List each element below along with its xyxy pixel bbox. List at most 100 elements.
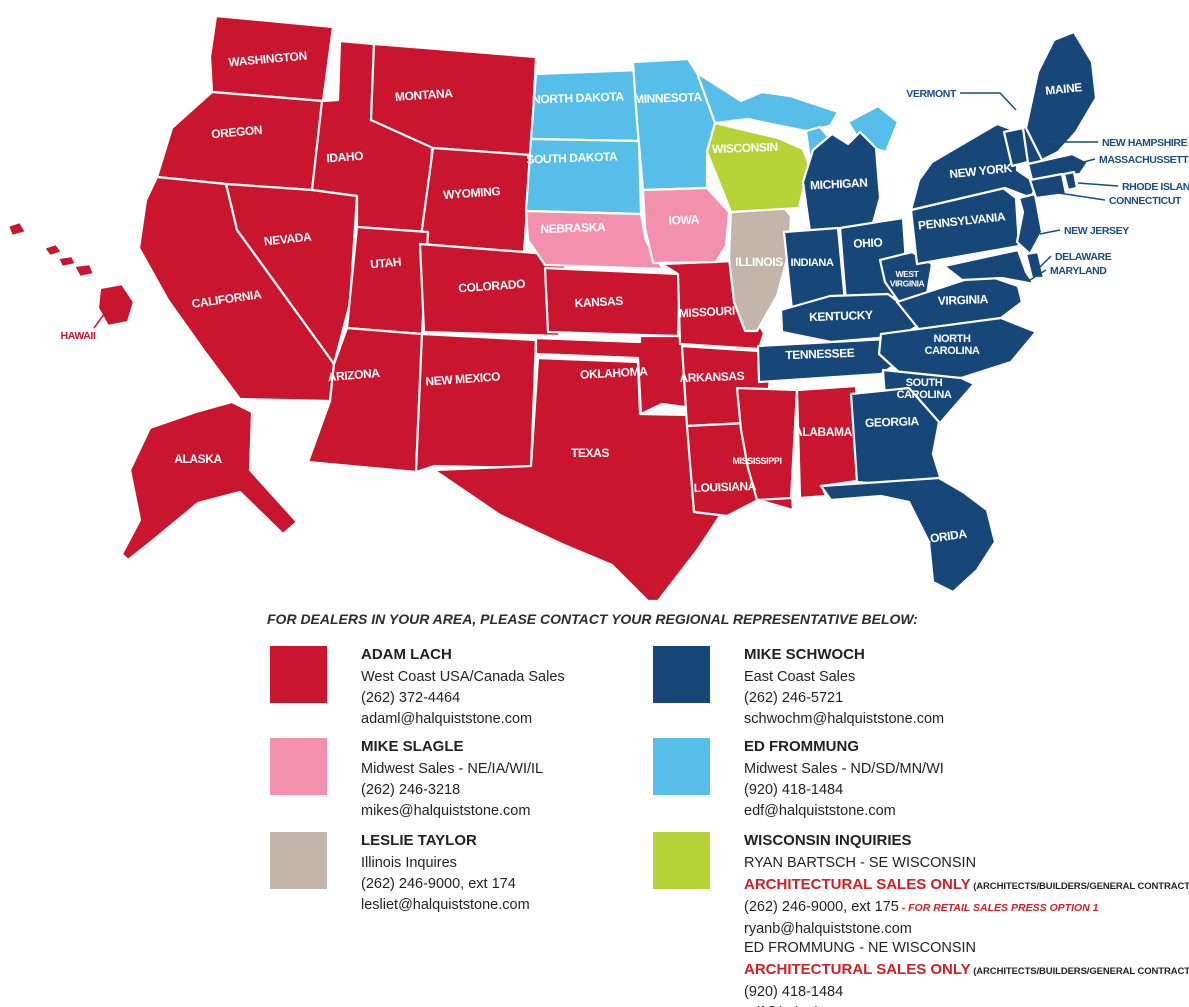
state-label-michigan: MICHIGAN [810, 176, 868, 193]
rep-line-adam-lach-1: (262) 372-4464 [361, 688, 565, 709]
text-segment: West Coast USA/Canada Sales [361, 669, 565, 685]
state-oregon [155, 90, 325, 192]
text-segment: (ARCHITECTS/BUILDERS/GENERAL CONTRACTORS… [970, 881, 1189, 892]
state-label-nebraska: NEBRASKA [540, 220, 606, 236]
rep-line-mike-schwoch-1: (262) 246-5721 [744, 688, 944, 709]
state-label-maine: MAINE [1045, 80, 1083, 98]
state-hawaii-island-2 [42, 242, 64, 258]
rep-line-wisconsin-inquiries-2: (262) 246-9000, ext 175 - FOR RETAIL SAL… [744, 897, 1189, 919]
legend-swatch-leslie-taylor [270, 832, 327, 889]
rep-line-leslie-taylor-2: lesliet@halquiststone.com [361, 895, 530, 916]
rep-line-leslie-taylor-1: (262) 246-9000, ext 174 [361, 874, 530, 895]
text-segment: (262) 246-9000, ext 174 [361, 876, 516, 892]
email-link-wisconsin-inquiries[interactable]: ryanb@halquiststone.com [744, 921, 912, 937]
rep-line-mike-slagle-1: (262) 246-3218 [361, 780, 543, 801]
callout-label-massachussetts: MASSACHUSSETTS [1099, 154, 1189, 166]
state-new-mexico [414, 332, 538, 474]
state-label-nevada: NEVADA [263, 230, 312, 249]
state-florida [819, 476, 997, 594]
rep-details-ed-frommung: ED FROMMUNG Midwest Sales - ND/SD/MN/WI (9… [744, 738, 944, 822]
rep-details-mike-slagle: MIKE SLAGLE Midwest Sales - NE/IA/WI/IL (2… [361, 738, 543, 822]
callout-line-connecticut [1051, 191, 1106, 201]
rep-line-ed-frommung-0: Midwest Sales - ND/SD/MN/WI [744, 759, 944, 780]
rep-line-ed-frommung-2: edf@halquiststone.com [744, 801, 944, 822]
rep-wisconsin-inquiries: WISCONSIN INQUIRIES RYAN BARTSCH - SE WIS… [653, 832, 1189, 940]
state-label-west-virginia: WEST VIRGINIA [890, 269, 925, 289]
callout-line-delaware [1039, 255, 1052, 268]
callout-label-delaware: DELAWARE [1055, 251, 1112, 263]
text-segment: (262) 246-5721 [744, 690, 844, 706]
state-label-oklahoma: OKLAHOMA [580, 364, 649, 382]
text-segment: Midwest Sales - ND/SD/MN/WI [744, 761, 944, 777]
rep-line-adam-lach-0: West Coast USA/Canada Sales [361, 667, 565, 688]
rep-ed-frommung: ED FROMMUNG Midwest Sales - ND/SD/MN/WI (9… [653, 738, 944, 822]
callout-label-hawaii: HAWAII [61, 330, 96, 342]
rep-line-wisconsin-inquiries-1: ARCHITECTURAL SALES ONLY (ARCHITECTS/BUI… [744, 874, 1189, 897]
state-label-missouri: MISSOURI [678, 304, 735, 321]
state-hawaii-island-1 [6, 220, 28, 238]
rep-details-wisconsin-inquiries: WISCONSIN INQUIRIES RYAN BARTSCH - SE WIS… [744, 832, 1189, 940]
rep-line-ed-frommung-ne-wisconsin-2: (920) 418-1484 [744, 982, 1189, 1003]
rep-mike-slagle: MIKE SLAGLE Midwest Sales - NE/IA/WI/IL (2… [270, 738, 543, 822]
rep-line-ed-frommung-ne-wisconsin-1: ARCHITECTURAL SALES ONLY (ARCHITECTS/BUI… [744, 959, 1189, 982]
email-link-mike-slagle[interactable]: mikes@halquiststone.com [361, 803, 531, 819]
state-rhode-island [1062, 170, 1079, 192]
state-maryland [942, 248, 1036, 286]
legend-swatch-wisconsin-inquiries [653, 832, 710, 889]
state-label-montana: MONTANA [394, 86, 453, 104]
state-label-new-york: NEW YORK [949, 161, 1013, 182]
text-segment: ED FROMMUNG - NE WISCONSIN [744, 940, 976, 956]
legend-swatch-ed-frommung [653, 738, 710, 795]
state-delaware [1024, 250, 1046, 280]
rep-name-leslie-taylor: LESLIE TAYLOR [361, 832, 477, 849]
text-segment: (262) 246-9000, ext 175 [744, 899, 899, 915]
state-iowa [641, 186, 731, 265]
us-sales-territory-map: WASHINGTON OREGON IDAHO MONTANA WYOMING NEVAD… [6, 14, 1189, 603]
state-label-mississippi: MISSISSIPPI [732, 456, 781, 466]
state-label-minnesota: MINNESOTA [634, 90, 703, 106]
state-label-utah: UTAH [370, 255, 402, 272]
email-link-ed-frommung[interactable]: edf@halquiststone.com [744, 803, 896, 819]
text-segment: East Coast Sales [744, 669, 856, 685]
state-label-wyoming: WYOMING [443, 184, 501, 202]
email-link-adam-lach[interactable]: adaml@halquiststone.com [361, 711, 533, 727]
callout-line-rhode-island [1077, 182, 1119, 187]
rep-mike-schwoch: MIKE SCHWOCH East Coast Sales (262) 246-57… [653, 646, 944, 730]
state-label-virginia: VIRGINIA [938, 292, 989, 308]
callout-line-maryland [1029, 269, 1047, 281]
state-hawaii-island-4 [72, 262, 96, 279]
state-label-kansas: KANSAS [574, 294, 623, 311]
rep-details-mike-schwoch: MIKE SCHWOCH East Coast Sales (262) 246-57… [744, 646, 944, 730]
state-label-new-mexico: NEW MEXICO [425, 369, 501, 388]
rep-line-mike-slagle-0: Midwest Sales - NE/IA/WI/IL [361, 759, 543, 780]
email-link-ed-frommung-ne-wisconsin[interactable]: edf@halquiststone.com [744, 1005, 896, 1007]
lake-superior [695, 71, 840, 133]
text-segment: Midwest Sales - NE/IA/WI/IL [361, 761, 544, 777]
rep-details-leslie-taylor: LESLIE TAYLOR Illinois Inquires (262) 246-… [361, 832, 530, 916]
callout-label-vermont: VERMONT [906, 88, 957, 100]
email-link-mike-schwoch[interactable]: schwochm@halquiststone.com [744, 711, 945, 727]
rep-name-mike-slagle: MIKE SLAGLE [361, 738, 464, 755]
rep-line-mike-schwoch-2: schwochm@halquiststone.com [744, 709, 944, 730]
rep-details-ed-frommung-ne-wisconsin: ED FROMMUNG - NE WISCONSIN ARCHITECTURAL … [744, 938, 1189, 1007]
rep-line-ed-frommung-1: (920) 418-1484 [744, 780, 944, 801]
state-label-illinois: ILLINOIS [735, 255, 783, 269]
state-label-texas: TEXAS [571, 446, 609, 460]
email-link-leslie-taylor[interactable]: lesliet@halquiststone.com [361, 897, 530, 913]
state-label-north-dakota: NORTH DAKOTA [532, 89, 625, 106]
rep-line-ed-frommung-ne-wisconsin-0: ED FROMMUNG - NE WISCONSIN [744, 938, 1189, 959]
rep-leslie-taylor: LESLIE TAYLOR Illinois Inquires (262) 246-… [270, 832, 530, 916]
state-label-colorado: COLORADO [458, 277, 526, 296]
text-segment: Illinois Inquires [361, 855, 457, 871]
text-segment: (262) 372-4464 [361, 690, 461, 706]
legend-swatch-mike-schwoch [653, 646, 710, 703]
state-label-alaska: ALASKA [174, 452, 222, 466]
rep-ed-frommung-ne-wisconsin: ED FROMMUNG - NE WISCONSIN ARCHITECTURAL … [744, 938, 1189, 1007]
state-wyoming [418, 146, 533, 254]
rep-adam-lach: ADAM LACH West Coast USA/Canada Sales (262… [270, 646, 565, 730]
state-hawaii-island-3 [56, 254, 78, 269]
state-label-wisconsin: WISCONSIN [712, 140, 778, 156]
state-wisconsin [705, 121, 811, 214]
text-segment: (ARCHITECTS/BUILDERS/GENERAL CONTRACTORS… [970, 966, 1189, 977]
